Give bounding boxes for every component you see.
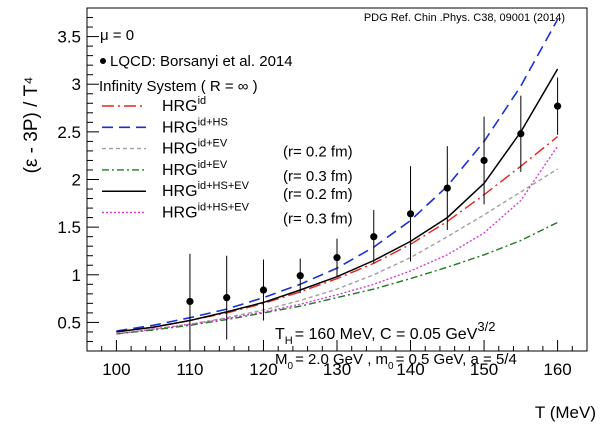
legend-label-4: HRGid+EV bbox=[162, 159, 228, 179]
x-tick-label: 140 bbox=[396, 360, 424, 379]
y-tick-label: 2 bbox=[72, 171, 81, 190]
y-tick-label: 1.5 bbox=[57, 218, 81, 237]
y-tick-label: 3.5 bbox=[57, 28, 81, 47]
y-tick-label: 1 bbox=[72, 266, 81, 285]
legend-extra-4: (r= 0.3 fm) bbox=[283, 168, 353, 185]
lqcd-point bbox=[517, 130, 525, 138]
lqcd-point bbox=[296, 272, 304, 280]
x-tick-label: 110 bbox=[176, 360, 203, 379]
lqcd-point bbox=[259, 286, 268, 294]
lqcd-point bbox=[406, 210, 415, 218]
mu-annotation: μ = 0 bbox=[100, 27, 134, 44]
legend-extra-6: (r= 0.3 fm) bbox=[283, 211, 353, 228]
lqcd-point bbox=[223, 294, 231, 302]
lqcd-point bbox=[553, 102, 562, 110]
params-line-1: TH = 160 MeV, C = 0.05 GeV3/2 bbox=[275, 319, 495, 347]
legend-label-2: HRGid+HS bbox=[162, 116, 228, 136]
legend-label-5: HRGid+HS+EV bbox=[162, 180, 250, 200]
lqcd-point bbox=[333, 254, 341, 262]
y-axis-label: (ε - 3P) / T⁴ bbox=[21, 77, 42, 174]
lqcd-legend-marker bbox=[100, 58, 106, 64]
y-tick-label: 2.5 bbox=[57, 123, 81, 142]
x-tick-label: 120 bbox=[249, 360, 277, 379]
legend-extra-5: (r= 0.2 fm) bbox=[283, 186, 353, 203]
x-tick-label: 100 bbox=[102, 360, 130, 379]
plot-layer: 100 110 120 130 140 150 160 0.5 1 1.5 2 2.5 3 3.5 bbox=[57, 17, 573, 379]
lqcd-point bbox=[443, 184, 451, 192]
plot-frame bbox=[86, 7, 588, 352]
legend-extra-3: (r= 0.2 fm) bbox=[283, 144, 353, 161]
y-tick-label: 0.5 bbox=[57, 313, 81, 332]
top-note: PDG Ref. Chin .Phys. C38, 09001 (2014) bbox=[364, 12, 565, 24]
y-tick-label: 3 bbox=[72, 75, 81, 94]
legend-label-6: HRGid+HS+EV bbox=[162, 202, 250, 222]
x-axis-label: T (MeV) bbox=[535, 403, 596, 422]
lqcd-point bbox=[480, 156, 488, 165]
x-tick-label: 130 bbox=[323, 360, 351, 379]
legend-label-1: HRGid bbox=[162, 95, 206, 115]
x-tick-label: 160 bbox=[543, 360, 571, 379]
x-tick-label: 150 bbox=[470, 360, 498, 379]
params-line-2: M0 = 2.0 GeV , m0 = 0.5 GeV, a = 5/4 bbox=[275, 351, 517, 372]
system-annotation: Infinity System ( R = ∞ ) bbox=[99, 78, 258, 95]
series-line-6 bbox=[116, 145, 559, 335]
series-line-3 bbox=[116, 168, 558, 335]
lqcd-point bbox=[370, 233, 378, 241]
legend-label-3: HRGid+EV bbox=[162, 138, 228, 158]
lqcd-legend-label: LQCD: Borsanyi et al. 2014 bbox=[110, 53, 293, 70]
series-line-4 bbox=[116, 221, 558, 335]
lqcd-point bbox=[186, 297, 194, 306]
